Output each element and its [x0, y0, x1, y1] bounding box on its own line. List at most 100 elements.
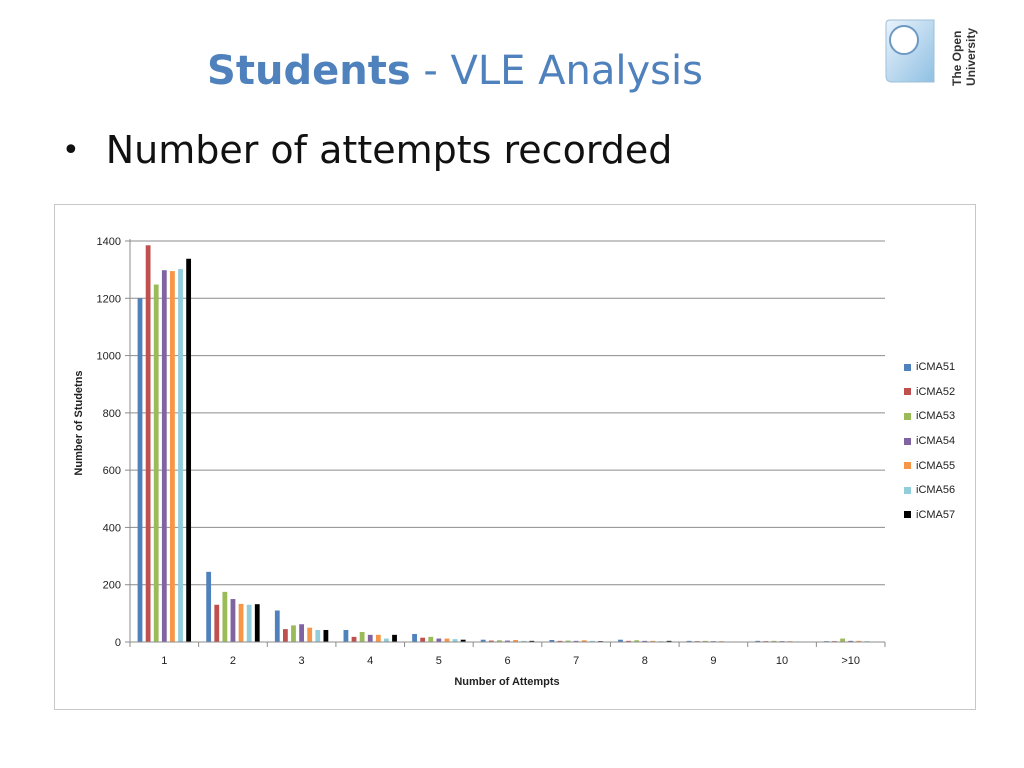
- y-tick-label: 800: [103, 408, 121, 420]
- bar-icma56-4: [384, 638, 389, 642]
- bar-icma56-3: [315, 629, 321, 642]
- slide-title: Students - VLE Analysis: [0, 48, 910, 94]
- legend-swatch: [904, 412, 911, 420]
- y-tick-label: 400: [103, 522, 121, 534]
- bar-icma51-5: [412, 633, 417, 642]
- legend-label: iCMA54: [916, 435, 956, 448]
- bar-icma51-6: [480, 639, 486, 642]
- bar-icma54-4: [367, 634, 373, 642]
- bar-icma57-6: [529, 640, 535, 642]
- bar-icma53-1: [153, 284, 159, 642]
- bar-icma55-5: [444, 638, 450, 642]
- logo-line1: The Open: [950, 31, 964, 86]
- bar-icma53-9: [702, 640, 708, 642]
- y-axis-label: Number of Studetns: [73, 370, 85, 475]
- legend-swatch: [904, 511, 911, 519]
- legend-item: iCMA56: [904, 478, 955, 503]
- y-tick-label: 1400: [97, 236, 121, 248]
- legend-item: iCMA52: [904, 380, 955, 405]
- x-tick-label: 2: [230, 655, 236, 667]
- bar-icma57-4: [392, 634, 397, 642]
- x-tick-label: 5: [436, 655, 442, 667]
- legend-label: iCMA51: [916, 361, 956, 374]
- x-tick-label: 10: [776, 655, 788, 667]
- x-tick-label: >10: [841, 655, 860, 667]
- logo-line2: University: [964, 28, 978, 86]
- y-tick-label: 0: [115, 637, 121, 649]
- legend-swatch: [904, 437, 911, 445]
- bar-icma51-10: [755, 640, 761, 642]
- x-tick-label: 9: [710, 655, 716, 667]
- bar-icma54-1: [161, 270, 167, 642]
- bar-icma54-gt10: [848, 640, 854, 642]
- bar-icma53-4: [359, 631, 365, 642]
- y-tick-label: 1000: [97, 351, 121, 363]
- bar-icma55-6: [513, 639, 518, 642]
- bar-icma51-4: [343, 629, 349, 642]
- legend-label: iCMA52: [916, 385, 956, 398]
- chart-legend: iCMA51 iCMA52 iCMA53 iCMA54 iCMA55 iCMA56 iCMA…: [904, 355, 955, 527]
- logo-wordmark: The Open University: [950, 28, 978, 86]
- bar-icma53-8: [634, 640, 640, 642]
- x-tick-label: 3: [299, 655, 305, 667]
- bar-icma51-7: [549, 639, 555, 642]
- x-tick-label: 6: [504, 655, 510, 667]
- bar-icma51-3: [274, 610, 280, 642]
- chart-axes: 0 200 400 600 800 1000 1200 1400 1 2 3 4 5 6 7 8 9 10 >10: [97, 236, 886, 667]
- legend-item: iCMA55: [904, 453, 955, 478]
- bar-icma51-9: [686, 640, 692, 642]
- bar-icma55-1: [170, 271, 175, 642]
- bar-icma52-6: [488, 640, 494, 642]
- bar-icma57-1: [186, 258, 192, 642]
- bar-icma57-5: [460, 639, 466, 642]
- legend-label: iCMA56: [916, 484, 956, 497]
- bar-icma52-3: [282, 629, 288, 642]
- x-axis-label: Number of Attempts: [454, 676, 559, 688]
- chart-bars: [137, 245, 870, 642]
- bar-icma57-3: [323, 629, 329, 642]
- legend-item: iCMA57: [904, 503, 955, 528]
- bar-icma56-6: [521, 640, 527, 642]
- bar-icma53-7: [565, 640, 571, 642]
- bar-icma51-8: [618, 639, 623, 642]
- bar-icma53-gt10: [840, 638, 845, 642]
- legend-label: iCMA55: [916, 459, 956, 472]
- open-university-logo-icon: [885, 19, 935, 83]
- bar-icma57-8: [666, 640, 672, 642]
- y-tick-label: 200: [103, 580, 121, 592]
- bar-icma52-1: [145, 245, 151, 642]
- bar-icma54-5: [436, 638, 442, 642]
- x-tick-label: 4: [367, 655, 373, 667]
- bullet-dot-icon: •: [62, 132, 80, 168]
- legend-item: iCMA53: [904, 404, 955, 429]
- legend-swatch: [904, 363, 911, 371]
- bar-icma51-1: [137, 298, 143, 642]
- bar-icma54-7: [573, 640, 579, 642]
- bar-icma55-8: [650, 640, 656, 642]
- bar-icma55-7: [581, 640, 587, 642]
- bar-icma52-4: [351, 636, 357, 642]
- legend-item: iCMA51: [904, 355, 955, 380]
- slide-title-bold: Students: [207, 48, 411, 94]
- bar-icma51-2: [206, 571, 212, 642]
- y-tick-label: 600: [103, 465, 121, 477]
- legend-label: iCMA57: [916, 508, 956, 521]
- legend-label: iCMA53: [916, 410, 956, 423]
- bar-icma55-gt10: [856, 640, 862, 642]
- bar-icma55-4: [375, 634, 381, 642]
- bullet-text: Number of attempts recorded: [105, 128, 673, 172]
- bar-icma55-3: [307, 627, 313, 642]
- x-tick-label: 1: [161, 655, 167, 667]
- bar-icma54-8: [642, 640, 648, 642]
- bar-icma57-2: [254, 604, 260, 642]
- bar-icma53-3: [291, 625, 296, 642]
- bar-icma53-5: [428, 636, 434, 642]
- bar-icma56-2: [246, 604, 252, 642]
- x-tick-label: 7: [573, 655, 579, 667]
- bar-icma53-10: [771, 640, 777, 642]
- bar-chart: 0 200 400 600 800 1000 1200 1400 1 2 3 4 5 6 7 8 9 10 >10 …: [54, 204, 976, 710]
- legend-item: iCMA54: [904, 429, 955, 454]
- legend-swatch: [904, 388, 911, 396]
- bar-icma55-2: [238, 603, 244, 642]
- bar-icma53-2: [222, 591, 228, 642]
